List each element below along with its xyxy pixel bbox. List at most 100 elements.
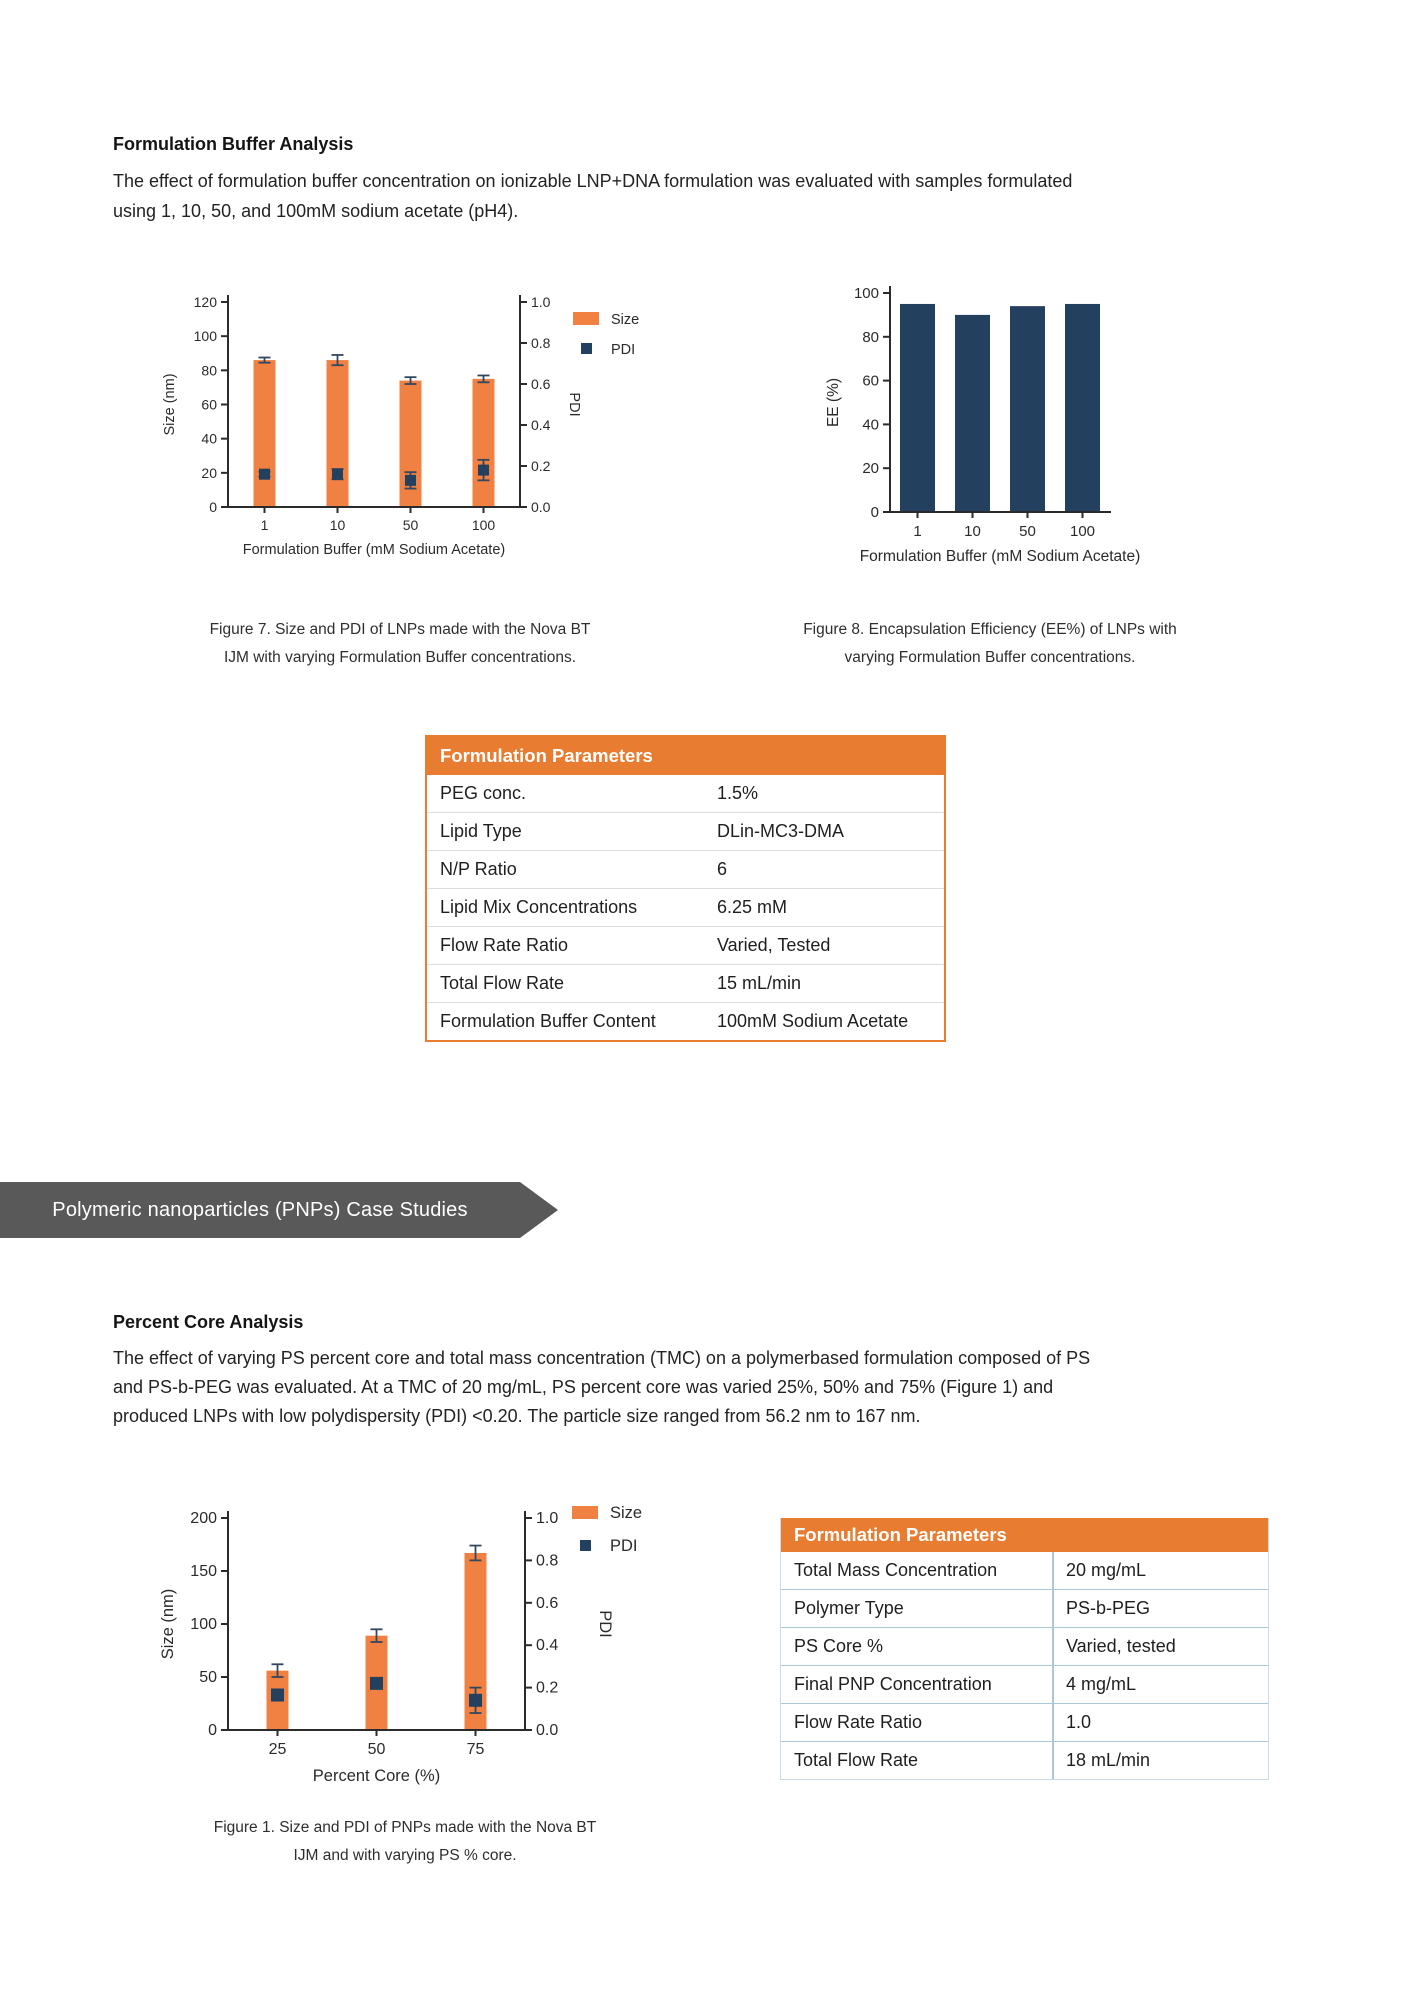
legend-swatch — [573, 312, 599, 325]
fig8-svg: 0 20 40 60 80 100 1 10 50 100 Formulation Buffer (… — [825, 285, 1141, 565]
figure8-chart: 0 20 40 60 80 100 1 10 50 100 Formulation Buffer (… — [770, 280, 1215, 577]
svg-text:200: 200 — [190, 1510, 217, 1527]
svg-text:20: 20 — [201, 465, 217, 481]
svg-text:Size (nm): Size (nm) — [159, 1589, 177, 1660]
param-label: PS Core % — [781, 1628, 1054, 1665]
svg-text:0.8: 0.8 — [531, 335, 551, 351]
section2-body: The effect of varying PS percent core an… — [113, 1348, 1091, 1426]
table-row: Formulation Buffer Content 100mM Sodium A… — [427, 1002, 944, 1040]
param-label: Formulation Buffer Content — [440, 1011, 656, 1031]
param-value: DLin-MC3-DMA — [717, 821, 845, 841]
table-row: Total Mass Concentration 20 mg/mL — [781, 1552, 1268, 1589]
legend-swatch — [581, 343, 592, 354]
svg-text:1.0: 1.0 — [536, 1510, 558, 1527]
table-row: Lipid Mix Concentrations 6.25 mM — [427, 888, 944, 926]
param-label: Flow Rate Ratio — [781, 1704, 1054, 1741]
svg-text:0.0: 0.0 — [536, 1722, 558, 1739]
bar-ee — [955, 314, 990, 512]
fig7-svg: 0 20 40 60 80 100 120 0.0 0.2 0.4 0.6 0.8 1.0 1 10 50 10… — [162, 294, 639, 558]
svg-text:50: 50 — [368, 1741, 386, 1758]
marker-pdi — [271, 1688, 284, 1702]
svg-text:80: 80 — [201, 362, 217, 378]
param-value: 15 mL/min — [717, 973, 802, 993]
table-row: Flow Rate Ratio Varied, Tested — [427, 926, 944, 964]
svg-text:60: 60 — [862, 373, 879, 390]
svg-text:80: 80 — [862, 329, 879, 346]
marker-pdi — [478, 464, 489, 476]
table-row: Total Flow Rate 15 mL/min — [427, 964, 944, 1002]
marker-pdi — [332, 468, 343, 480]
legend-swatch — [580, 1540, 591, 1551]
param-label: Flow Rate Ratio — [440, 935, 569, 955]
formulation-parameters-table-1: Formulation Parameters PEG conc. 1.5% Lipi… — [425, 735, 946, 1042]
table-body: Total Mass Concentration 20 mg/mL Polymer … — [781, 1552, 1268, 1779]
svg-text:40: 40 — [201, 431, 217, 447]
svg-text:120: 120 — [194, 294, 218, 310]
marker-pdi — [259, 468, 270, 480]
svg-text:Size: Size — [611, 312, 639, 328]
param-value: 18 mL/min — [1066, 1750, 1151, 1770]
svg-text:0.4: 0.4 — [536, 1637, 558, 1654]
param-value: 4 mg/mL — [1066, 1674, 1137, 1694]
svg-text:75: 75 — [467, 1741, 485, 1758]
svg-text:0.8: 0.8 — [536, 1552, 558, 1569]
svg-text:PDI: PDI — [596, 1610, 614, 1638]
param-value: PS-b-PEG — [1066, 1598, 1151, 1618]
bar-size — [472, 378, 495, 507]
svg-text:1: 1 — [261, 517, 269, 533]
svg-text:0.6: 0.6 — [531, 376, 551, 392]
table-row: N/P Ratio 6 — [427, 850, 944, 888]
section-banner: Polymeric nanoparticles (PNPs) Case Stud… — [0, 1182, 558, 1238]
bar-size — [253, 360, 276, 507]
svg-text:EE (%): EE (%) — [825, 378, 842, 427]
svg-text:0.4: 0.4 — [531, 417, 551, 433]
marker-pdi — [370, 1676, 383, 1690]
svg-text:50: 50 — [1019, 523, 1036, 540]
param-label: Total Flow Rate — [440, 973, 565, 993]
table-title: Formulation Parameters — [781, 1518, 1268, 1552]
svg-text:100: 100 — [194, 328, 218, 344]
svg-text:Size: Size — [610, 1504, 642, 1522]
svg-text:PDI: PDI — [610, 1537, 638, 1555]
svg-text:20: 20 — [862, 460, 879, 477]
param-label: Total Mass Concentration — [781, 1552, 1054, 1589]
figure1-chart: 0 50 100 150 200 0.0 0.2 0.4 0.6 0.8 1.0 25 50 75 Perc… — [115, 1468, 690, 1798]
table-row: PEG conc. 1.5% — [427, 775, 944, 812]
table-row: Total Flow Rate 18 mL/min — [781, 1741, 1268, 1779]
svg-text:Size (nm): Size (nm) — [162, 373, 178, 435]
param-label: Lipid Mix Concentrations — [440, 897, 638, 917]
param-label: PEG conc. — [440, 783, 527, 803]
svg-text:1.0: 1.0 — [531, 294, 551, 310]
param-label: Final PNP Concentration — [781, 1666, 1054, 1703]
table-row: Polymer Type PS-b-PEG — [781, 1589, 1268, 1627]
marker-pdi — [469, 1693, 482, 1707]
param-value: 1.5% — [717, 783, 759, 803]
bar-ee — [1010, 306, 1045, 512]
svg-text:0.2: 0.2 — [531, 458, 551, 474]
param-value: 1.0 — [1066, 1712, 1092, 1732]
table-body: PEG conc. 1.5% Lipid Type DLin-MC3-DMA N/P R… — [427, 775, 944, 1040]
param-label: Lipid Type — [440, 821, 522, 841]
table-row: Final PNP Concentration 4 mg/mL — [781, 1665, 1268, 1703]
param-value: Varied, tested — [1066, 1636, 1176, 1656]
param-value: 100mM Sodium Acetate — [717, 1011, 909, 1031]
svg-text:50: 50 — [403, 517, 419, 533]
svg-text:Formulation Buffer (mM Sodium: Formulation Buffer (mM Sodium Acetate) — [243, 542, 505, 558]
figure1-caption: Figure 1. Size and PDI of PNPs made with… — [213, 1819, 597, 1864]
svg-text:60: 60 — [201, 397, 217, 413]
svg-text:100: 100 — [472, 517, 496, 533]
param-value: 6.25 mM — [717, 897, 788, 917]
formulation-parameters-table-2: Formulation Parameters Total Mass Concen… — [780, 1518, 1269, 1780]
figure7-caption: Figure 7. Size and PDI of LNPs made with… — [209, 621, 591, 666]
svg-text:40: 40 — [862, 416, 879, 433]
figure7-chart: 0 20 40 60 80 100 120 0.0 0.2 0.4 0.6 0.8 1.0 1 10 50 10… — [118, 290, 678, 567]
svg-text:100: 100 — [854, 285, 879, 302]
svg-text:0: 0 — [871, 504, 879, 521]
section1-body: The effect of formulation buffer concent… — [113, 171, 1073, 221]
bar-size — [326, 360, 349, 507]
svg-text:Formulation Buffer (mM Sodium: Formulation Buffer (mM Sodium Acetate) — [860, 548, 1141, 565]
bar-ee — [1065, 303, 1100, 512]
svg-text:25: 25 — [269, 1741, 287, 1758]
svg-text:PDI: PDI — [611, 342, 635, 358]
